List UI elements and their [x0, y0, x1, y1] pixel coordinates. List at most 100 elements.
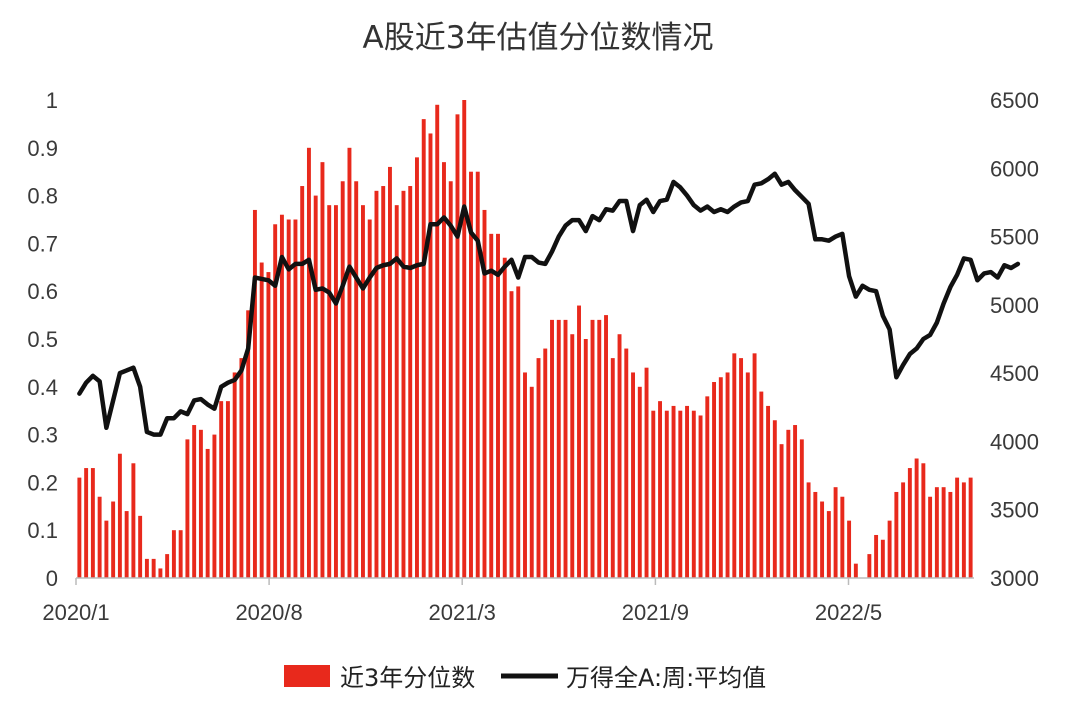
bar [799, 439, 804, 578]
legend-line-label: 万得全A:周:平均值 [566, 664, 766, 692]
right-y-tick-label: 6500 [990, 88, 1039, 113]
bar [604, 315, 608, 578]
bar [401, 190, 406, 578]
bar [610, 358, 615, 578]
bar [151, 558, 156, 578]
bar [556, 319, 561, 578]
bar [543, 348, 548, 578]
bar [198, 429, 203, 578]
x-tick-label: 2020/1 [42, 600, 109, 625]
bar [725, 372, 730, 578]
bar [806, 482, 811, 578]
bar [111, 501, 116, 578]
bar [894, 491, 899, 578]
bar [205, 448, 210, 578]
bar [361, 205, 365, 578]
bar [597, 319, 602, 578]
bar [165, 554, 170, 578]
bar [658, 401, 662, 578]
bar [880, 539, 885, 578]
bar [516, 286, 521, 578]
bar [752, 353, 757, 578]
right-y-tick-label: 4500 [990, 361, 1039, 386]
bar [273, 224, 278, 578]
bar [631, 372, 635, 578]
bar [955, 477, 960, 578]
bar [388, 166, 392, 579]
bar [644, 367, 649, 578]
legend-bar-swatch [284, 665, 330, 687]
index-line [77, 171, 1021, 437]
left-y-tick-label: 0.4 [27, 375, 58, 400]
bar [671, 405, 676, 578]
left-y-tick-label: 0.5 [27, 327, 58, 352]
bar [239, 358, 244, 578]
bar [921, 463, 926, 578]
bar [131, 463, 136, 578]
bar [374, 190, 379, 578]
bar [732, 353, 737, 578]
bar [820, 501, 825, 578]
bar [745, 372, 750, 578]
bar [300, 186, 305, 579]
bar [313, 195, 318, 578]
bar [448, 181, 453, 578]
bar [523, 372, 527, 578]
bar [536, 358, 541, 578]
bar [941, 487, 946, 578]
bar [293, 219, 298, 578]
bar [279, 214, 284, 578]
bar [421, 119, 426, 579]
bar [442, 162, 446, 578]
x-tick-label: 2021/9 [622, 600, 689, 625]
bar [583, 339, 588, 578]
bar [455, 114, 460, 578]
bar [90, 468, 95, 578]
right-y-tick-label: 3500 [990, 498, 1039, 523]
bar [961, 482, 966, 578]
right-y-tick-label: 5000 [990, 293, 1039, 318]
bar [212, 434, 217, 578]
bar [475, 171, 480, 578]
bar [901, 482, 906, 578]
x-tick-label: 2021/3 [429, 600, 496, 625]
bar-series [77, 100, 973, 579]
bar [192, 425, 197, 578]
bar [306, 147, 311, 579]
bar [185, 439, 190, 578]
bar [786, 429, 791, 578]
bar [664, 410, 669, 578]
bar [874, 534, 879, 578]
bar [367, 219, 372, 578]
bar [428, 133, 433, 578]
bar [333, 205, 338, 578]
bar [678, 410, 683, 578]
left-y-tick-label: 0 [46, 566, 58, 591]
bar [158, 568, 163, 578]
bar [354, 181, 359, 578]
bar [718, 377, 723, 578]
left-y-tick-label: 0.7 [27, 231, 58, 256]
bar [178, 530, 183, 578]
bar [225, 401, 230, 578]
x-tick-label: 2022/5 [815, 600, 882, 625]
bar [624, 348, 629, 578]
right-y-tick-label: 5500 [990, 225, 1039, 250]
bar [219, 401, 224, 578]
bar [435, 104, 440, 578]
bar [739, 358, 744, 578]
legend: 近3年分位数 万得全A:周:平均值 [284, 664, 766, 692]
bar [853, 563, 858, 578]
bar [698, 415, 703, 578]
bar [266, 272, 271, 578]
bar [590, 319, 595, 578]
left-y-tick-label: 0.3 [27, 423, 58, 448]
bar [813, 491, 818, 578]
bar [381, 186, 386, 579]
bar [138, 515, 143, 578]
bar [340, 181, 345, 578]
bar [117, 453, 122, 578]
bar [84, 468, 89, 578]
bar [550, 319, 554, 578]
left-y-tick-label: 0.1 [27, 518, 58, 543]
